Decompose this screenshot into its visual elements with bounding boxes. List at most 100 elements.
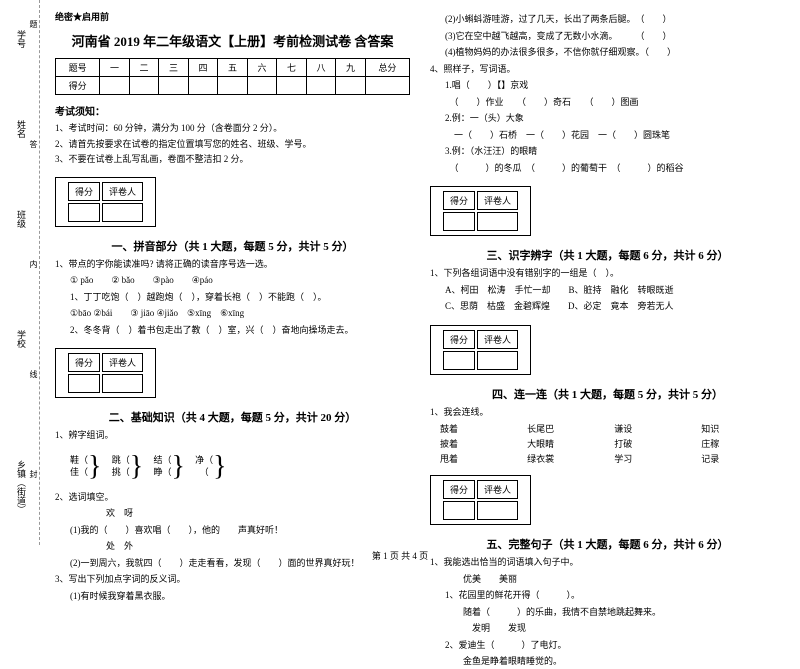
q3-l1: 欢 呀 xyxy=(55,507,410,521)
section-4-title: 四、连一连（共 1 大题，每题 5 分，共计 5 分） xyxy=(430,386,785,402)
c03: 知识 xyxy=(701,422,775,435)
section-3-title: 三、识字辨字（共 1 大题，每题 6 分，共计 6 分） xyxy=(430,247,785,263)
notice-1: 1、考试时间：60 分钟，满分为 100 分（含卷面分 2 分）。 xyxy=(55,122,410,135)
rt-l7: 一（ ）石桥 一（ ）花园 一（ ）圆珠笔 xyxy=(430,129,785,143)
c10: 披着 xyxy=(440,437,514,450)
sc5[interactable] xyxy=(218,77,248,95)
bp11: 挑（ xyxy=(112,467,130,479)
bp30: 睁（ xyxy=(153,467,171,479)
h1: 一 xyxy=(100,59,130,77)
margin-hint-4: 线 xyxy=(28,370,39,378)
q1-l4: 2、冬冬背（ ）着书包走出了教（ ）室，兴（ ）奋地向操场走去。 xyxy=(55,324,410,338)
q1-l1: ① pǎo ② bǎo ③pào ④páo xyxy=(55,274,410,288)
sb5d[interactable] xyxy=(477,501,518,520)
section-box-3: 得分 评卷人 xyxy=(430,186,531,236)
c23: 记录 xyxy=(701,452,775,465)
notice-3: 3、不要在试卷上乱写乱画，卷面不整洁扣 2 分。 xyxy=(55,153,410,166)
sb5c[interactable] xyxy=(443,501,475,520)
c12: 打破 xyxy=(614,437,688,450)
sb4b: 评卷人 xyxy=(477,330,518,349)
c00: 鼓着 xyxy=(440,422,514,435)
cr2: 甩着 绿衣裳 学习 记录 xyxy=(430,452,785,465)
binding-margin: 学号 姓名 班级 学校 乡镇（街道） 题 答 内 线 封 xyxy=(0,0,40,545)
rt-l3: (4)植物妈妈的办法很多很多，不信你就仔细观察。（ ） xyxy=(430,46,785,60)
s5-l5: 2、爱迪生（ ）了电灯。 xyxy=(430,639,785,653)
c11: 大眼睛 xyxy=(527,437,601,450)
s5-l3: 随着（ ）的乐曲，我情不自禁地跳起舞来。 xyxy=(430,606,785,620)
bp20: 结（ xyxy=(153,455,171,467)
sb5a: 得分 xyxy=(443,480,475,499)
q3-stem: 2、选词填空。 xyxy=(55,491,410,505)
sc3[interactable] xyxy=(159,77,189,95)
sc1[interactable] xyxy=(100,77,130,95)
right-column: (2)小蝌蚪游哇游，过了几天，长出了两条后腿。 （ ） (3)它在空中越飞越高，… xyxy=(420,10,795,535)
sb4c[interactable] xyxy=(443,351,475,370)
sb3d[interactable] xyxy=(477,212,518,231)
margin-town: 乡镇（街道） xyxy=(15,460,28,514)
margin-school: 学校 xyxy=(15,330,28,348)
q1-l2: 1、丁丁吃饱（ ）越跑炮（ ），穿着长袍（ ）不能跑（ ）。 xyxy=(55,291,410,305)
margin-hint-3: 内 xyxy=(28,260,39,268)
notice-2: 2、请首先按要求在试卷的指定位置填写您的姓名、班级、学号。 xyxy=(55,138,410,151)
bp01: 跳（ xyxy=(112,455,130,467)
c13: 庄稼 xyxy=(701,437,775,450)
section-box-5: 得分 评卷人 xyxy=(430,475,531,525)
h9: 九 xyxy=(336,59,366,77)
rt-l1: (2)小蝌蚪游哇游，过了几天，长出了两条后腿。 （ ） xyxy=(430,13,785,27)
h4: 四 xyxy=(188,59,218,77)
s5-l2: 1、花园里的鲜花开得（ ）。 xyxy=(430,589,785,603)
cr0: 鼓着 长尾巴 谦设 知识 xyxy=(430,422,785,435)
h6: 六 xyxy=(247,59,277,77)
margin-class: 班级 xyxy=(15,210,28,228)
sct[interactable] xyxy=(365,77,409,95)
h3: 三 xyxy=(159,59,189,77)
bp31: （ xyxy=(195,467,213,479)
section-box-4: 得分 评卷人 xyxy=(430,325,531,375)
sb1b: 评卷人 xyxy=(102,182,143,201)
sb4d[interactable] xyxy=(477,351,518,370)
sc4[interactable] xyxy=(188,77,218,95)
sc7[interactable] xyxy=(277,77,307,95)
rt-l9: （ ）的冬瓜 （ ）的葡萄干 （ ）的稻谷 xyxy=(430,162,785,176)
sb2c[interactable] xyxy=(68,374,100,393)
c01: 长尾巴 xyxy=(527,422,601,435)
sb4a: 得分 xyxy=(443,330,475,349)
c22: 学习 xyxy=(614,452,688,465)
sb3b: 评卷人 xyxy=(477,191,518,210)
c20: 甩着 xyxy=(440,452,514,465)
sb2a: 得分 xyxy=(68,353,100,372)
section-1-title: 一、拼音部分（共 1 大题，每题 5 分，共计 5 分） xyxy=(55,238,410,254)
rt-l2: (3)它在空中越飞越高，变成了无数小水滴。 （ ） xyxy=(430,30,785,44)
sb1a: 得分 xyxy=(68,182,100,201)
rt-l5: （ ）作业 （ ）奇石 （ ）图画 xyxy=(430,96,785,110)
sb3c[interactable] xyxy=(443,212,475,231)
score-table: 题号 一 二 三 四 五 六 七 八 九 总分 得分 xyxy=(55,58,410,95)
sc8[interactable] xyxy=(306,77,336,95)
margin-hint-5: 封 xyxy=(28,470,39,478)
brace-row: 鞋（佳（} 跳（挑（} 结（睁（} 净（ （} xyxy=(55,446,410,488)
margin-hint-1: 题 xyxy=(28,20,39,28)
sc2[interactable] xyxy=(129,77,159,95)
h5: 五 xyxy=(218,59,248,77)
q3-l6: (1)有时候我穿着黑衣服。 xyxy=(55,590,410,604)
rt-stem4: 4、照样子，写词语。 xyxy=(430,63,785,77)
bp21: 净（ xyxy=(195,455,213,467)
s3-stem: 1、下列各组词语中没有错别字的一组是（ ）。 xyxy=(430,267,785,281)
sb1d[interactable] xyxy=(102,203,143,222)
sc9[interactable] xyxy=(336,77,366,95)
sb2d[interactable] xyxy=(102,374,143,393)
sc6[interactable] xyxy=(247,77,277,95)
sb1c[interactable] xyxy=(68,203,100,222)
page-footer: 第 1 页 共 4 页 xyxy=(0,549,800,562)
s4-stem: 1、我会连线。 xyxy=(430,406,785,420)
sb2b: 评卷人 xyxy=(102,353,143,372)
q1-stem: 1、带点的字你能读准吗? 请将正确的读音序号选一选。 xyxy=(55,258,410,272)
bp00: 鞋（ xyxy=(70,455,88,467)
score-header-row: 题号 一 二 三 四 五 六 七 八 九 总分 xyxy=(56,59,410,77)
cr1: 披着 大眼睛 打破 庄稼 xyxy=(430,437,785,450)
secret-label: 绝密★启用前 xyxy=(55,10,410,23)
score-label: 得分 xyxy=(56,77,100,95)
s5-l1: 优美 美丽 xyxy=(430,573,785,587)
score-value-row: 得分 xyxy=(56,77,410,95)
s3-b: C、思荫 枯盛 金碧辉煌 D、必定 竟本 旁若无人 xyxy=(430,300,785,314)
